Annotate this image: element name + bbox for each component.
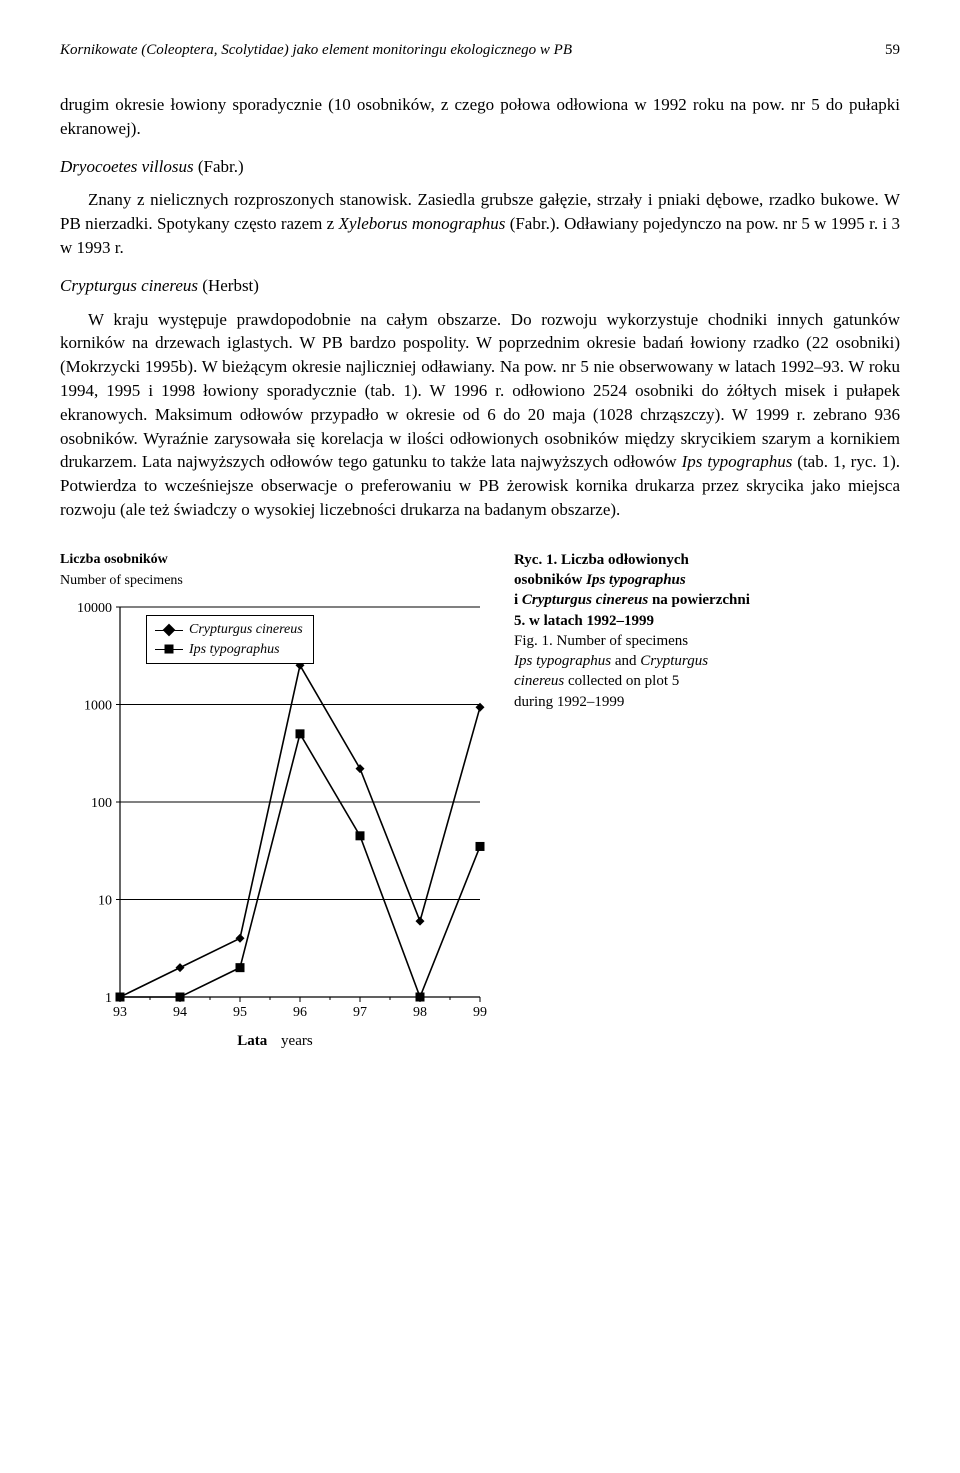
legend-label-2: Ips typographus — [189, 640, 280, 660]
cap-tax3: Ips typographus — [514, 653, 611, 669]
cap-l7: during 1992–1999 — [514, 692, 884, 712]
y-axis-subtitle: Number of specimens — [60, 571, 490, 591]
legend-row-1: Crypturgus cinereus — [155, 620, 303, 640]
cap-l6: collected on plot 5 — [564, 673, 679, 689]
page-number: 59 — [885, 40, 900, 61]
running-header: Kornikowate (Coleoptera, Scolytidae) jak… — [60, 40, 900, 61]
svg-text:96: 96 — [293, 1005, 307, 1020]
species-heading-1: Dryocoetes villosus (Fabr.) — [60, 155, 900, 179]
diamond-marker-icon — [155, 623, 183, 637]
cap-tax4: Crypturgus — [640, 653, 708, 669]
species-2-body: W kraju występuje prawdopodobnie na cały… — [60, 308, 900, 522]
intro-paragraph: drugim okresie łowiony sporadycznie (10 … — [60, 93, 900, 141]
cap-mid: and — [611, 653, 640, 669]
svg-text:10000: 10000 — [77, 601, 112, 616]
cap-tax2: Crypturgus cinereus — [522, 592, 648, 608]
species-1-name: Dryocoetes villosus — [60, 157, 194, 176]
species-1-authority: (Fabr.) — [194, 157, 244, 176]
svg-text:1: 1 — [105, 991, 112, 1006]
svg-text:1000: 1000 — [84, 698, 112, 713]
figure-1: Liczba osobników Number of specimens Cry… — [60, 550, 900, 1052]
species-2-authority: (Herbst) — [198, 276, 259, 295]
cap-l1b: osobników — [514, 572, 586, 588]
square-marker-icon — [155, 642, 183, 656]
svg-text:100: 100 — [91, 796, 112, 811]
species-2-name: Crypturgus cinereus — [60, 276, 198, 295]
cap-l2b: na powierzchni — [648, 592, 750, 608]
svg-text:98: 98 — [413, 1005, 427, 1020]
svg-text:99: 99 — [473, 1005, 487, 1020]
species-heading-2: Crypturgus cinereus (Herbst) — [60, 274, 900, 298]
sp2-inline-taxon: Ips typographus — [682, 452, 793, 471]
x-axis-caption: Lata years — [60, 1031, 490, 1052]
sp1-inline-taxon: Xyleborus monographus — [339, 214, 506, 233]
x-axis-label-bold: Lata — [237, 1033, 267, 1049]
x-axis-label-reg: years — [281, 1033, 313, 1049]
running-title: Kornikowate (Coleoptera, Scolytidae) jak… — [60, 40, 572, 61]
figure-caption: Ryc. 1. Liczba odłowionych osobników Ips… — [514, 550, 884, 712]
svg-text:97: 97 — [353, 1005, 367, 1020]
svg-text:93: 93 — [113, 1005, 127, 1020]
chart-legend: Crypturgus cinereus Ips typographus — [146, 615, 314, 664]
y-axis-title: Liczba osobników — [60, 550, 490, 570]
svg-text:10: 10 — [98, 893, 112, 908]
legend-label-1: Crypturgus cinereus — [189, 620, 303, 640]
chart-box: Crypturgus cinereus Ips typographus 1 10 1… — [60, 597, 490, 1027]
cap-tax5: cinereus — [514, 673, 564, 689]
svg-text:94: 94 — [173, 1005, 187, 1020]
cap-l4: Fig. 1. Number of specimens — [514, 631, 884, 651]
cap-l3: 5. w latach 1992–1999 — [514, 611, 884, 631]
cap-l1a: Ryc. 1. Liczba odłowionych — [514, 552, 689, 568]
cap-l2a: i — [514, 592, 522, 608]
sp2-text-a: W kraju występuje prawdopodobnie na cały… — [60, 310, 900, 472]
species-1-body: Znany z nielicznych rozproszonych stanow… — [60, 188, 900, 259]
legend-row-2: Ips typographus — [155, 640, 303, 660]
svg-text:95: 95 — [233, 1005, 247, 1020]
cap-tax1: Ips typographus — [586, 572, 686, 588]
chart-column: Liczba osobników Number of specimens Cry… — [60, 550, 490, 1052]
